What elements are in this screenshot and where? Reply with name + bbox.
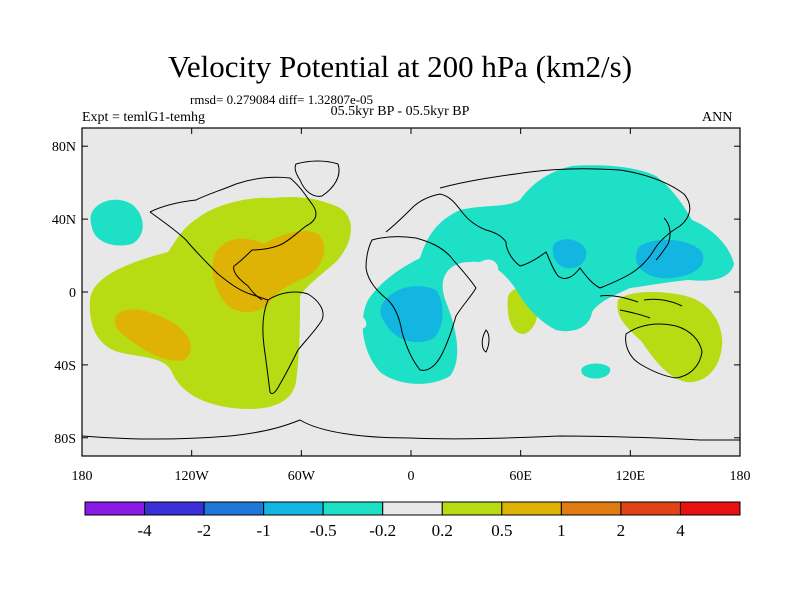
colorbar-label: 1: [557, 521, 566, 540]
x-tick-label: 180: [72, 469, 93, 484]
positive-max-central-pacific: [114, 309, 191, 361]
axes: 180 120W 60W 0 60E 120E 180 80N 40N 0 40S 80S: [52, 128, 751, 484]
colorbar-swatch: [144, 501, 205, 516]
negative-region-eurasia-africa: [362, 165, 734, 384]
coastline-south-america: [262, 291, 324, 395]
x-tick-label: 0: [408, 469, 415, 484]
anomaly-fields: [89, 165, 734, 409]
colorbar: -4 -2 -1 -0.5 -0.2 0.2 0.5 1 2 4: [84, 501, 741, 540]
colorbar-label: -1: [257, 521, 271, 540]
colorbar-swatch: [620, 501, 681, 516]
colorbar-swatch: [560, 501, 622, 516]
x-tick-label: 180: [730, 469, 751, 484]
negative-patch-south-indian: [581, 363, 611, 379]
y-tick-label: 80S: [54, 432, 76, 447]
colorbar-swatch: [441, 501, 503, 516]
coastline-europe: [385, 193, 507, 243]
chart-title: Velocity Potential at 200 hPa (km2/s): [167, 49, 633, 84]
x-tick-label: 120W: [175, 469, 210, 484]
coastline-north-america: [149, 176, 317, 301]
negative-max-west-pacific: [636, 239, 704, 279]
positive-region-australia: [617, 291, 723, 383]
coastline-north-america-west: [149, 211, 269, 301]
season-text: ANN: [702, 110, 733, 125]
neutral-hole-atlantic: [350, 314, 367, 330]
x-tick-label: 60W: [288, 469, 316, 484]
x-tick-label: 60E: [509, 469, 532, 484]
colorbar-label: 0.2: [432, 521, 453, 540]
negative-max-congo: [380, 286, 443, 343]
y-tick-label: 40S: [54, 359, 76, 374]
coastline-madagascar: [481, 329, 490, 353]
y-tick-label: 0: [69, 286, 76, 301]
colorbar-label: -4: [137, 521, 152, 540]
colorbar-swatch: [382, 501, 443, 516]
y-tick-label: 80N: [52, 140, 76, 155]
coastline-greenland: [294, 160, 340, 197]
coastline-antarctica: [82, 419, 740, 441]
colorbar-swatch: [84, 501, 146, 516]
coastline-japan: [655, 217, 671, 261]
y-tick-label: 40N: [52, 213, 76, 228]
period-text: 05.5kyr BP - 05.5kyr BP: [330, 104, 470, 119]
positive-max-caribbean: [212, 231, 325, 313]
coastline-indonesia: [599, 295, 683, 319]
coastline-asia: [439, 168, 691, 289]
colorbar-swatch: [203, 501, 265, 516]
colorbar-label: -0.2: [369, 521, 396, 540]
colorbar-label: -2: [197, 521, 211, 540]
colorbar-swatch: [679, 501, 741, 516]
coastline-africa: [365, 236, 477, 371]
colorbar-label: -0.5: [310, 521, 337, 540]
stats-text: rmsd= 0.279084 diff= 1.32807e-05: [190, 92, 374, 107]
negative-region-north-pacific: [90, 199, 143, 246]
colorbar-label: 0.5: [491, 521, 512, 540]
colorbar-label: 2: [617, 521, 626, 540]
x-tick-label: 120E: [616, 469, 646, 484]
coastlines: [82, 160, 740, 441]
colorbar-label: 4: [676, 521, 685, 540]
colorbar-swatch: [322, 501, 384, 516]
coastline-australia: [625, 323, 703, 379]
colorbar-swatch: [263, 501, 324, 516]
neutral-hole-arabia: [478, 259, 499, 278]
negative-max-bay-of-bengal: [552, 239, 587, 269]
colorbar-swatch: [501, 501, 562, 516]
experiment-text: Expt = temlG1-temhg: [82, 110, 205, 125]
